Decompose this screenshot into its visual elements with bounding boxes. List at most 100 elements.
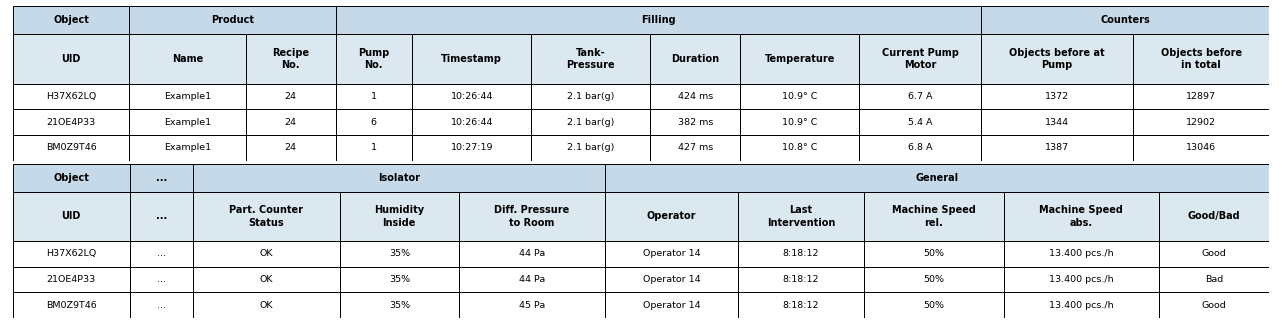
Text: 24: 24 [285,92,296,101]
Text: ...: ... [158,249,167,258]
Text: BM0Z9T46: BM0Z9T46 [46,143,96,152]
Bar [1004,192,1159,241]
Text: 13.400 pcs./h: 13.400 pcs./h [1049,300,1114,309]
Bar [605,292,738,318]
Bar [740,84,859,109]
Text: ...: ... [156,211,167,221]
Bar [13,192,129,241]
Bar [13,292,129,318]
Text: 427 ms: 427 ms [678,143,713,152]
Text: Operator 14: Operator 14 [642,300,700,309]
Bar [859,109,981,135]
Bar [864,292,1004,318]
Text: ...: ... [158,300,167,309]
Text: 10:27:19: 10:27:19 [450,143,494,152]
Bar [194,241,340,267]
Text: Machine Speed
abs.: Machine Speed abs. [1040,205,1123,228]
Text: 5.4 A: 5.4 A [908,118,932,127]
Text: Timestamp: Timestamp [441,54,503,64]
Bar [981,6,1269,34]
Bar [650,84,740,109]
Bar [1133,34,1269,84]
Text: Bad: Bad [1205,275,1223,284]
Bar [340,267,459,292]
Bar [981,109,1133,135]
Bar [459,192,605,241]
Bar [981,34,1133,84]
Bar [13,84,129,109]
Text: H37X62LQ: H37X62LQ [46,92,96,101]
Text: 13.400 pcs./h: 13.400 pcs./h [1049,249,1114,258]
Bar [129,6,336,34]
Text: Humidity
Inside: Humidity Inside [374,205,424,228]
Bar [650,34,740,84]
Bar [13,267,129,292]
Text: 382 ms: 382 ms [677,118,713,127]
Text: 8:18:12: 8:18:12 [783,275,819,284]
Bar [605,241,738,267]
Text: 2.1 bar(g): 2.1 bar(g) [567,92,614,101]
Bar [13,109,129,135]
Text: Tank-
Pressure: Tank- Pressure [567,48,615,70]
Bar [13,135,129,160]
Bar [531,84,650,109]
Text: OK: OK [260,249,273,258]
Text: 35%: 35% [388,249,410,258]
Bar [605,192,738,241]
Bar [129,267,194,292]
Text: UID: UID [62,54,81,64]
Bar [1159,241,1269,267]
Bar [1159,267,1269,292]
Bar [413,84,531,109]
Bar [1159,292,1269,318]
Bar [336,84,413,109]
Text: BM0Z9T46: BM0Z9T46 [46,300,96,309]
Text: Diff. Pressure
to Room: Diff. Pressure to Room [495,205,569,228]
Bar [336,34,413,84]
Text: Good/Bad: Good/Bad [1187,211,1241,221]
Bar [605,164,1269,192]
Bar [740,109,859,135]
Text: 10.9° C: 10.9° C [782,118,818,127]
Text: 6: 6 [370,118,377,127]
Bar [129,192,194,241]
Text: Operator 14: Operator 14 [642,249,700,258]
Bar [1159,192,1269,241]
Text: Recipe
No.: Recipe No. [272,48,309,70]
Bar [336,135,413,160]
Bar [605,267,738,292]
Bar [129,135,246,160]
Text: 10.8° C: 10.8° C [782,143,818,152]
Text: 50%: 50% [923,300,945,309]
Text: 50%: 50% [923,249,945,258]
Bar [340,192,459,241]
Bar [738,192,864,241]
Text: Example1: Example1 [164,143,212,152]
Text: Example1: Example1 [164,118,212,127]
Bar [738,292,864,318]
Text: 12902: 12902 [1186,118,1217,127]
Text: Object: Object [54,173,90,183]
Bar [194,192,340,241]
Text: UID: UID [62,211,81,221]
Bar [1004,292,1159,318]
Bar [864,192,1004,241]
Bar [650,109,740,135]
Text: OK: OK [260,300,273,309]
Text: 45 Pa: 45 Pa [519,300,545,309]
Bar [13,164,129,192]
Text: H37X62LQ: H37X62LQ [46,249,96,258]
Text: Good: Good [1201,300,1227,309]
Text: 13046: 13046 [1186,143,1217,152]
Bar [864,241,1004,267]
Bar [13,34,129,84]
Text: Current Pump
Motor: Current Pump Motor [882,48,959,70]
Text: OK: OK [260,275,273,284]
Text: Name: Name [172,54,203,64]
Text: 1: 1 [370,143,377,152]
Text: 35%: 35% [388,275,410,284]
Bar [738,241,864,267]
Bar [531,109,650,135]
Bar [650,135,740,160]
Text: 6.8 A: 6.8 A [908,143,932,152]
